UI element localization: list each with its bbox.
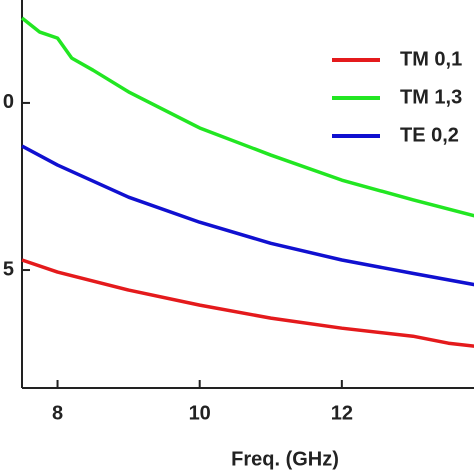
x-tick-label: 12 xyxy=(331,402,353,424)
y-tick-label: 0 xyxy=(3,91,14,113)
line xyxy=(21,144,474,287)
x-tick-label: 10 xyxy=(189,402,211,424)
legend-label: TM 0,1 xyxy=(400,48,462,70)
y-tick-label: 5 xyxy=(3,258,14,280)
x-tick-label: 8 xyxy=(52,402,63,424)
legend-label: TE 0,2 xyxy=(400,124,459,146)
line xyxy=(20,16,474,218)
x-axis-label: Freq. (GHz) xyxy=(231,448,339,470)
legend-label: TM 1,3 xyxy=(400,86,462,108)
line xyxy=(21,258,474,348)
